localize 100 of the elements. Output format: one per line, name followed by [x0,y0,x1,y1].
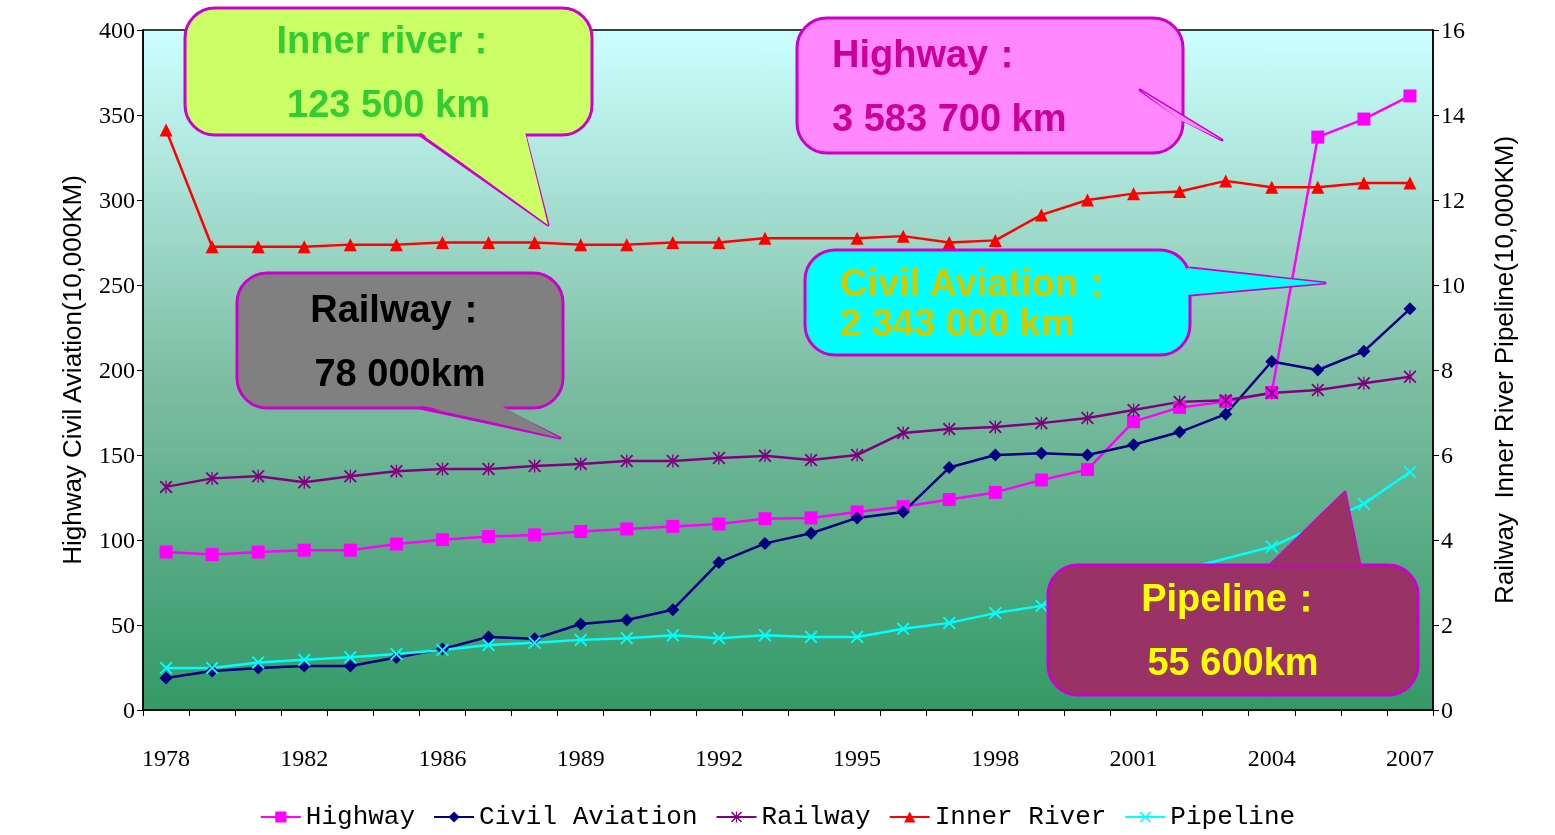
point [942,493,956,507]
point [758,449,772,463]
point [758,628,772,642]
point [159,671,173,685]
point [297,240,311,254]
point [205,548,219,562]
point [620,613,634,627]
y-tick-label: 300 [99,187,135,213]
x-tick-label: 1989 [556,745,605,771]
point [712,236,726,249]
y-tick-label: 50 [111,612,135,638]
point [666,603,680,617]
point [435,236,449,249]
point [1265,540,1279,554]
y-tick-label: 200 [99,357,135,383]
point [1034,208,1048,222]
legend-label: Railway [761,802,871,832]
x-tick-label: 2004 [1247,745,1296,771]
x-tick-label: 1986 [418,745,467,771]
y-tick-label: 100 [99,527,135,553]
point [1357,176,1371,190]
y2-tick-label: 4 [1441,527,1453,553]
point [1357,376,1371,390]
point [850,511,864,525]
point [666,519,680,533]
point [988,485,1002,499]
point [1311,363,1325,377]
point [1173,425,1187,439]
point [850,231,864,245]
point [896,426,910,440]
point [1219,174,1233,188]
point [297,653,311,667]
y-axis-title: Highway Civil Aviation(10,000KM) [57,175,87,565]
point [528,528,542,542]
point [804,526,818,540]
point [1127,187,1141,201]
point [1403,465,1417,479]
point [758,231,772,245]
annotation: Civil Aviation： 2 343 000 km [840,261,1116,344]
annotation: Highway： 3 583 700 km [832,31,1067,141]
point [574,238,588,252]
point [1265,180,1279,194]
y2-tick-label: 16 [1441,17,1465,43]
point [850,448,864,462]
point [251,545,265,559]
point [574,617,588,631]
point [205,240,219,254]
point [251,240,265,254]
point [804,630,818,644]
point [620,522,634,536]
point [528,236,542,249]
point [988,606,1002,620]
x-tick-label: 1992 [694,745,743,771]
point [1357,497,1371,511]
point [1080,448,1094,462]
point [1265,355,1279,368]
y2-tick-label: 8 [1441,357,1453,383]
point [1357,112,1371,126]
point [620,238,634,252]
point [482,236,496,249]
point [850,630,864,644]
point [1219,407,1233,421]
point [942,461,956,475]
point [1403,370,1417,384]
point [758,536,772,550]
point [1311,180,1325,194]
point [1034,446,1048,460]
point [942,236,956,249]
point [205,471,219,485]
y2-tick-label: 12 [1441,187,1465,213]
annotation: Inner river： 123 500 km [276,17,501,127]
point [666,454,680,468]
y-tick-label: 0 [123,697,135,723]
y2-tick-label: 14 [1441,102,1465,128]
point [159,545,173,559]
point [712,451,726,465]
y2-axis-title: Railway Inner River Pipeline(10,000KM) [1489,135,1519,605]
point [297,543,311,557]
y2-tick-label: 0 [1441,697,1453,723]
x-tick-label: 1995 [833,745,882,771]
point [528,636,542,650]
annotation: Railway： 78 000km [310,286,490,396]
point [1127,438,1141,452]
annotation: Pipeline： 55 600km [1141,576,1325,685]
point [343,238,357,252]
point [574,525,588,538]
point [1311,130,1325,144]
point [666,628,680,642]
point [1357,344,1371,358]
point [988,448,1002,462]
point [666,236,680,249]
y2-tick-label: 6 [1441,442,1453,468]
point [712,517,726,531]
point [942,616,956,630]
point [896,622,910,636]
point [343,650,357,664]
point [1127,415,1141,429]
y-tick-label: 400 [99,17,135,43]
point [389,537,403,551]
point [1311,383,1325,397]
